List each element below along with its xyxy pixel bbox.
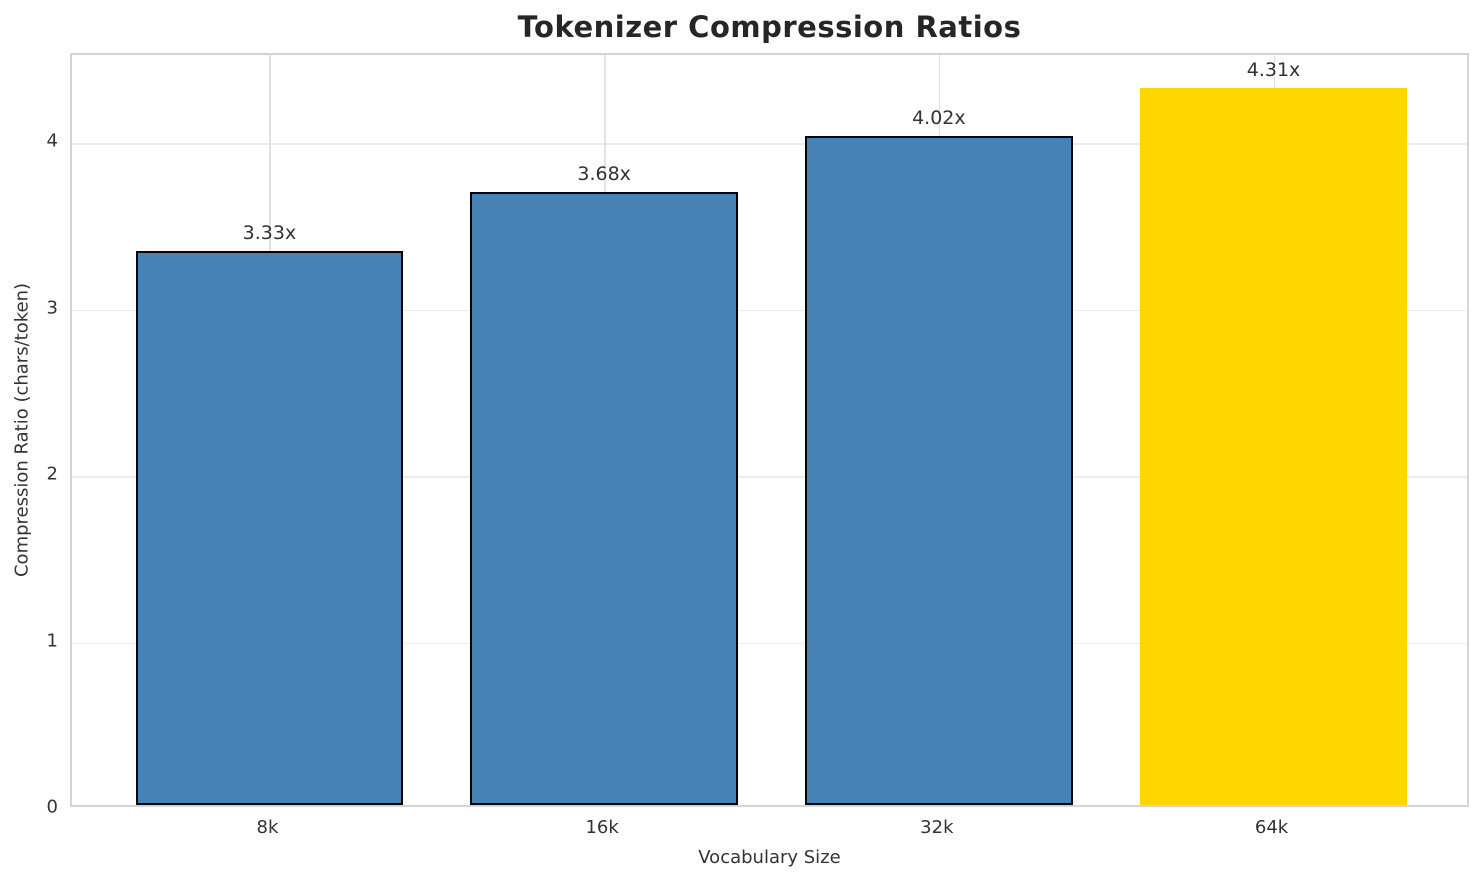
chart-title: Tokenizer Compression Ratios: [517, 10, 1022, 44]
y-tick-label: 4: [46, 130, 58, 152]
x-tick-label: 64k: [1254, 817, 1289, 838]
x-axis-label: Vocabulary Size: [698, 847, 841, 868]
bar: [804, 135, 1073, 805]
bar-value-label: 4.02x: [912, 106, 966, 129]
bar: [135, 250, 404, 805]
h-gridline: [72, 143, 1467, 145]
y-tick-label: 2: [46, 463, 58, 485]
bar: [470, 192, 739, 805]
y-tick-label: 3: [46, 297, 58, 319]
bar: [1139, 87, 1408, 805]
y-tick-label: 0: [46, 796, 58, 818]
x-tick-label: 8k: [256, 817, 279, 838]
x-tick-label: 16k: [585, 817, 619, 838]
bar-value-label: 4.31x: [1246, 58, 1301, 81]
h-gridline: [72, 642, 1467, 645]
bar-layer: 3.33x 3.68x 4.02x 4.31x: [72, 55, 1467, 805]
x-tick-label: 32k: [920, 817, 954, 838]
plot-area: 3.33x 3.68x 4.02x 4.31x: [70, 53, 1469, 807]
y-axis-label: Compression Ratio (chars/token): [11, 282, 33, 578]
h-gridline: [72, 309, 1467, 312]
y-tick-label: 1: [46, 630, 58, 652]
bar-value-label: 3.68x: [577, 163, 631, 186]
bar-value-label: 3.33x: [242, 221, 297, 244]
h-gridline: [72, 476, 1467, 478]
